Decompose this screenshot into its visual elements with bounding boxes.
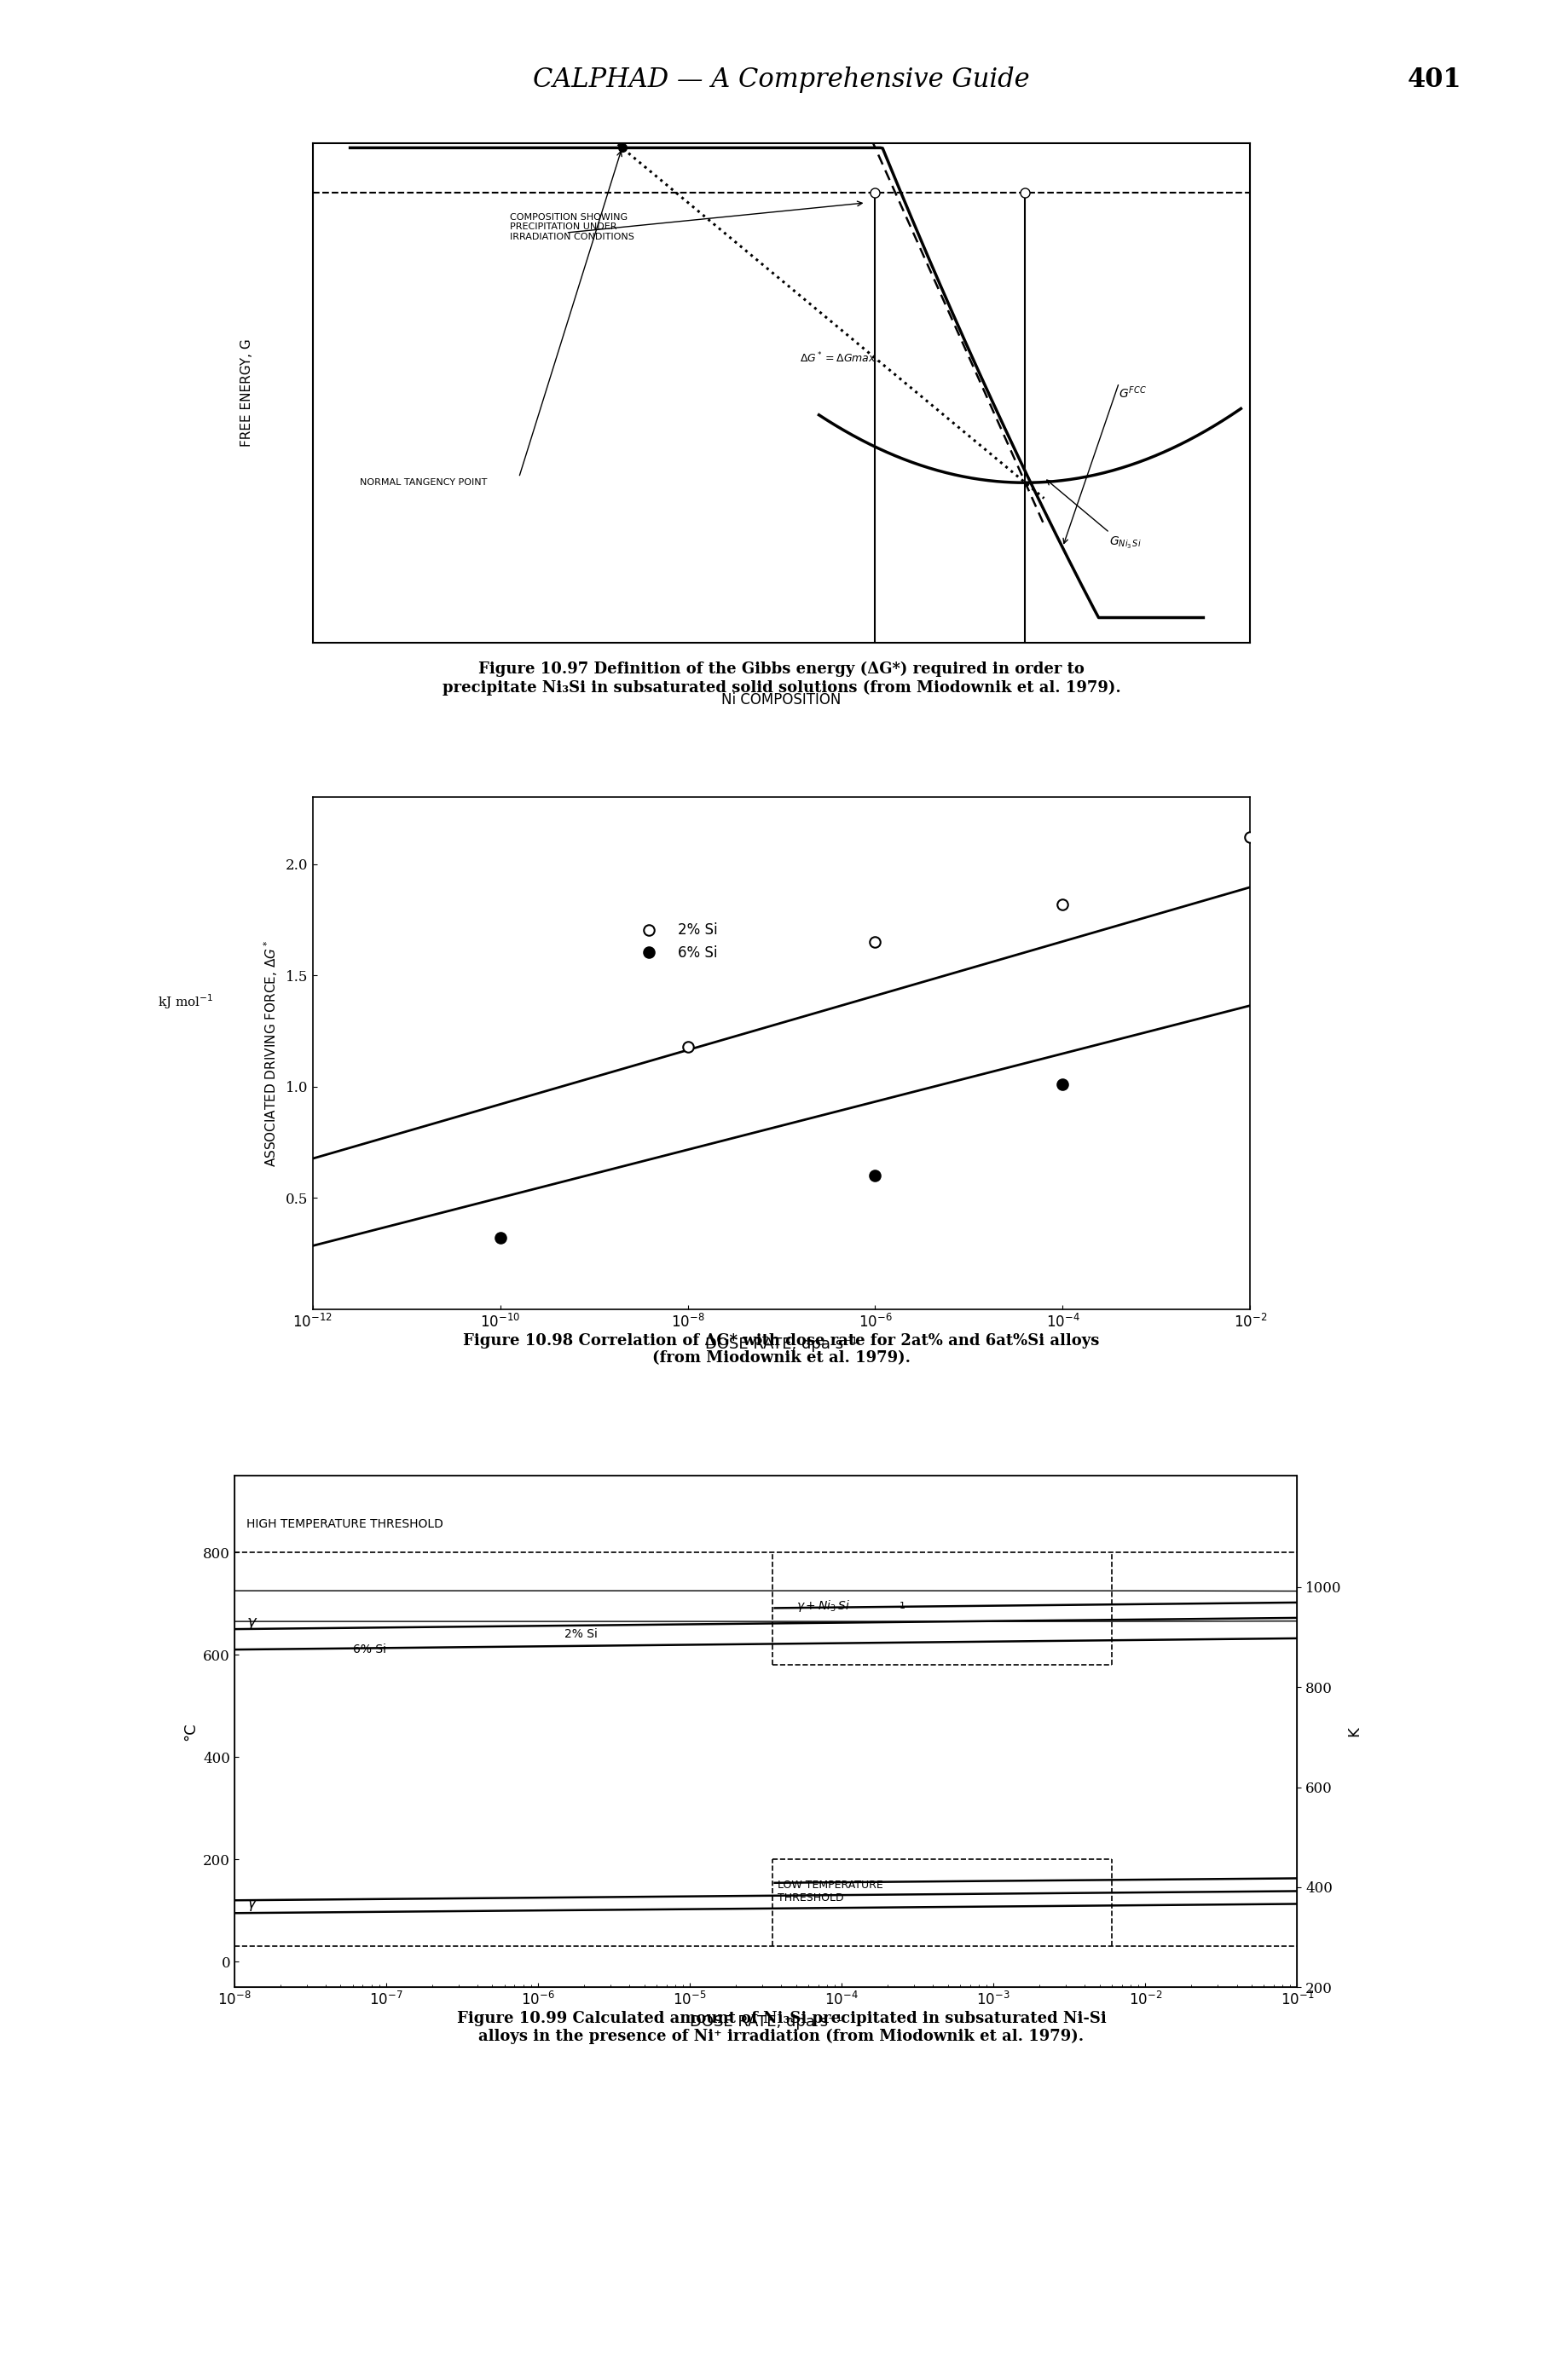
Text: 401: 401 [1406, 67, 1460, 93]
Y-axis label: ASSOCIATED DRIVING FORCE, $\Delta G^*$: ASSOCIATED DRIVING FORCE, $\Delta G^*$ [262, 940, 280, 1166]
Text: Ni COMPOSITION: Ni COMPOSITION [722, 693, 840, 707]
X-axis label: DOSE RATE, dpa s⁻¹: DOSE RATE, dpa s⁻¹ [689, 2013, 842, 2030]
Text: HIGH TEMPERATURE THRESHOLD: HIGH TEMPERATURE THRESHOLD [247, 1518, 444, 1530]
Text: kJ mol$^{-1}$: kJ mol$^{-1}$ [158, 992, 214, 1011]
Text: $\gamma + Ni_3\, Si$: $\gamma + Ni_3\, Si$ [795, 1599, 850, 1614]
Text: CALPHAD — A Comprehensive Guide: CALPHAD — A Comprehensive Guide [533, 67, 1029, 93]
Text: 2% Si: 2% Si [564, 1628, 598, 1640]
Text: $\gamma$: $\gamma$ [247, 1616, 258, 1633]
Legend: 2% Si, 6% Si: 2% Si, 6% Si [629, 916, 723, 966]
Text: FREE ENERGY, G: FREE ENERGY, G [241, 338, 253, 447]
Text: 6% Si: 6% Si [353, 1645, 386, 1656]
Text: NORMAL TANGENCY POINT: NORMAL TANGENCY POINT [359, 478, 486, 488]
Text: $\gamma$: $\gamma$ [247, 1897, 258, 1914]
Text: LOW TEMPERATURE
THRESHOLD: LOW TEMPERATURE THRESHOLD [778, 1880, 883, 1904]
Text: COMPOSITION SHOWING
PRECIPITATION UNDER
IRRADIATION CONDITIONS: COMPOSITION SHOWING PRECIPITATION UNDER … [509, 212, 634, 240]
Text: $G^{FCC}$: $G^{FCC}$ [1118, 386, 1147, 400]
Text: $\Delta G^* = \Delta Gmax.$: $\Delta G^* = \Delta Gmax.$ [800, 350, 879, 364]
Y-axis label: °C: °C [183, 1723, 198, 1740]
Text: 1: 1 [898, 1602, 904, 1611]
X-axis label: DOSE RATE, dpa s⁻¹: DOSE RATE, dpa s⁻¹ [704, 1335, 858, 1352]
Text: Figure 10.98 Correlation of ΔG* with dose rate for 2at% and 6at%Si alloys
(from : Figure 10.98 Correlation of ΔG* with dos… [462, 1333, 1100, 1366]
Y-axis label: K: K [1346, 1726, 1361, 1737]
Text: Figure 10.99 Calculated amount of Ni₃Si precipitated in subsaturated Ni-Si
alloy: Figure 10.99 Calculated amount of Ni₃Si … [456, 2011, 1106, 2044]
Text: $G_{Ni_3\,Si}$: $G_{Ni_3\,Si}$ [1109, 536, 1142, 550]
Text: Figure 10.97 Definition of the Gibbs energy (ΔG*) required in order to
precipita: Figure 10.97 Definition of the Gibbs ene… [442, 662, 1120, 695]
